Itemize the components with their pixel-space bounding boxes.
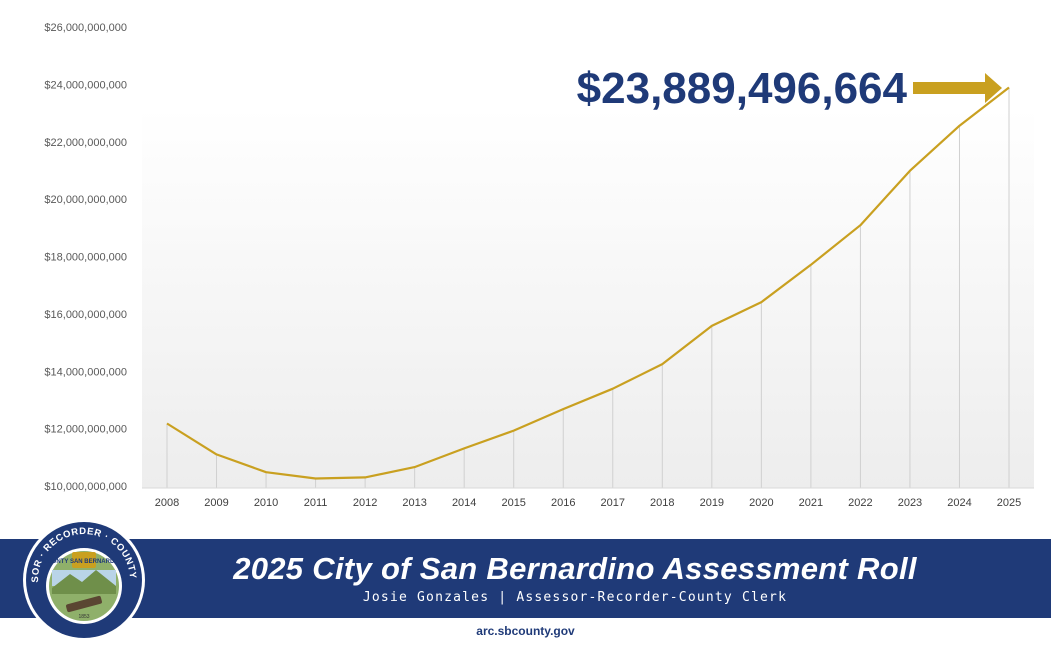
- callout-arrow-icon: [913, 73, 1002, 103]
- y-tick-label: $14,000,000,000: [44, 366, 127, 378]
- banner-subtitle: Josie Gonzales | Assessor-Recorder-Count…: [362, 590, 788, 605]
- svg-text:COUNTY SAN BERNARDINO: COUNTY SAN BERNARDINO: [43, 559, 125, 565]
- county-seal-icon: ASSESSOR · RECORDER · COUNTY CLERK COUNT…: [22, 518, 145, 641]
- y-axis: $10,000,000,000 $12,000,000,000 $14,000,00…: [44, 22, 127, 493]
- banner-title: 2025 City of San Bernardino Assessment R…: [233, 551, 917, 586]
- x-tick-label: 2011: [304, 497, 328, 509]
- y-tick-label: $24,000,000,000: [44, 79, 127, 91]
- plot-area: [142, 108, 1034, 488]
- svg-text:1853: 1853: [78, 614, 89, 620]
- x-tick-label: 2020: [749, 497, 773, 509]
- website-link[interactable]: arc.sbcounty.gov: [476, 624, 575, 638]
- x-tick-label: 2012: [353, 497, 377, 509]
- title-banner: 2025 City of San Bernardino Assessment R…: [0, 539, 1051, 618]
- y-tick-label: $20,000,000,000: [44, 194, 127, 206]
- x-tick-label: 2022: [848, 497, 872, 509]
- y-tick-label: $26,000,000,000: [44, 22, 127, 34]
- y-tick-label: $16,000,000,000: [44, 309, 127, 321]
- assessment-roll-chart: $10,000,000,000 $12,000,000,000 $14,000,00…: [44, 22, 1034, 509]
- x-tick-label: 2016: [551, 497, 575, 509]
- x-tick-label: 2018: [650, 497, 674, 509]
- x-tick-label: 2017: [601, 497, 625, 509]
- assessment-value-line: [166, 86, 1010, 480]
- x-tick-label: 2019: [700, 497, 724, 509]
- total-value-callout: $23,889,496,664: [577, 64, 908, 113]
- y-tick-label: $10,000,000,000: [44, 481, 127, 493]
- x-tick-label: 2010: [254, 497, 278, 509]
- x-tick-label: 2025: [997, 497, 1021, 509]
- x-tick-label: 2009: [204, 497, 228, 509]
- y-tick-label: $18,000,000,000: [44, 252, 127, 264]
- x-tick-label: 2024: [947, 497, 971, 509]
- x-tick-label: 2021: [799, 497, 823, 509]
- x-tick-label: 2014: [452, 497, 476, 509]
- x-tick-label: 2013: [402, 497, 426, 509]
- drop-lines: [166, 87, 1010, 488]
- x-axis: 2008 2009 2010 2011 2012 2013 2014 2015 2016 2017…: [155, 497, 1021, 509]
- x-tick-label: 2015: [501, 497, 525, 509]
- x-tick-label: 2008: [155, 497, 179, 509]
- y-tick-label: $12,000,000,000: [44, 424, 127, 436]
- x-tick-label: 2023: [898, 497, 922, 509]
- y-tick-label: $22,000,000,000: [44, 137, 127, 149]
